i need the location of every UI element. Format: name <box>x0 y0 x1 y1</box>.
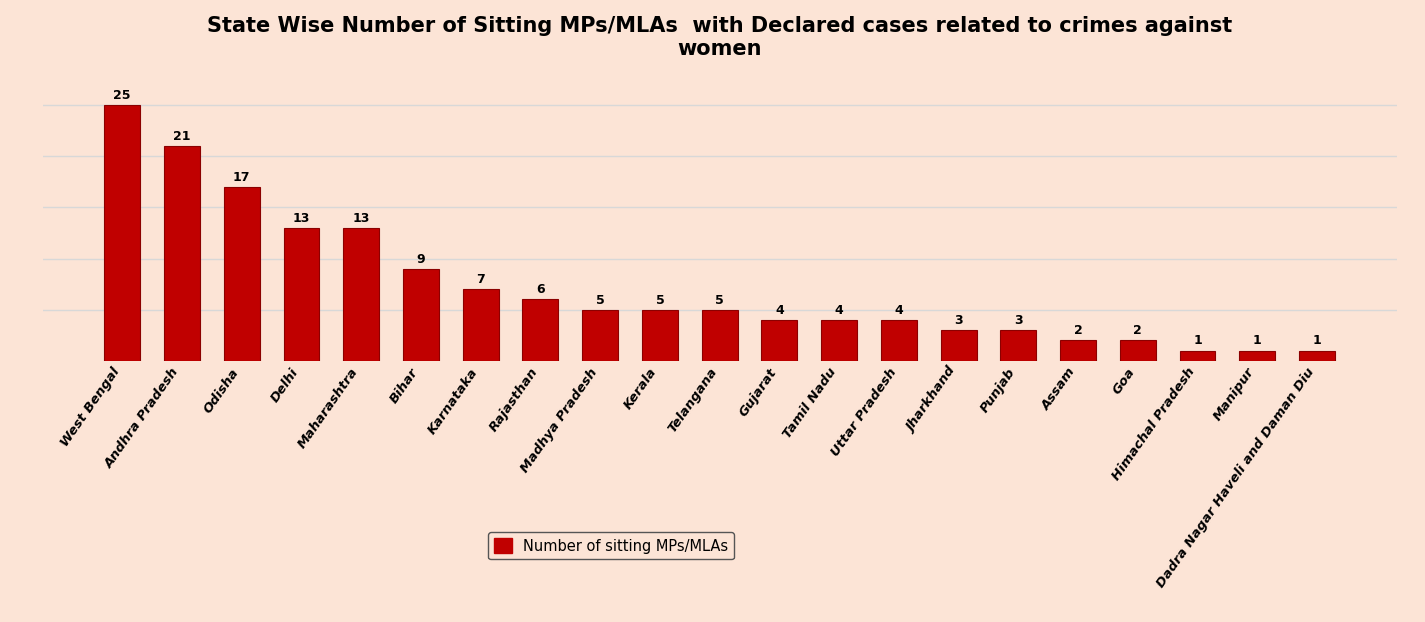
Bar <box>284 228 319 361</box>
Bar <box>523 299 559 361</box>
Bar <box>881 320 916 361</box>
Text: 5: 5 <box>596 294 604 307</box>
Text: 1: 1 <box>1312 335 1321 348</box>
Text: 4: 4 <box>775 304 784 317</box>
Bar <box>583 310 618 361</box>
Bar <box>463 289 499 361</box>
Text: 4: 4 <box>835 304 844 317</box>
Text: 9: 9 <box>416 253 425 266</box>
Bar <box>403 269 439 361</box>
Text: 2: 2 <box>1133 324 1143 337</box>
Bar <box>761 320 798 361</box>
Bar <box>1240 351 1275 361</box>
Bar <box>1000 330 1036 361</box>
Bar <box>1120 340 1156 361</box>
Text: 3: 3 <box>955 314 963 327</box>
Text: 5: 5 <box>715 294 724 307</box>
Bar <box>104 105 140 361</box>
Bar <box>1300 351 1335 361</box>
Bar <box>701 310 738 361</box>
Title: State Wise Number of Sitting MPs/MLAs  with Declared cases related to crimes aga: State Wise Number of Sitting MPs/MLAs wi… <box>207 16 1233 59</box>
Text: 13: 13 <box>292 212 311 225</box>
Text: 7: 7 <box>476 273 485 286</box>
Text: 25: 25 <box>114 89 131 102</box>
Bar <box>641 310 678 361</box>
Bar <box>940 330 976 361</box>
Bar <box>1060 340 1096 361</box>
Bar <box>164 146 200 361</box>
Text: 17: 17 <box>232 171 251 184</box>
Bar <box>1180 351 1216 361</box>
Bar <box>224 187 259 361</box>
Text: 1: 1 <box>1193 335 1201 348</box>
Text: 2: 2 <box>1073 324 1083 337</box>
Legend: Number of sitting MPs/MLAs: Number of sitting MPs/MLAs <box>489 532 734 559</box>
Text: 21: 21 <box>174 130 191 143</box>
Text: 5: 5 <box>656 294 664 307</box>
Text: 1: 1 <box>1253 335 1261 348</box>
Text: 3: 3 <box>1015 314 1023 327</box>
Text: 13: 13 <box>352 212 371 225</box>
Text: 4: 4 <box>895 304 903 317</box>
Bar <box>821 320 856 361</box>
Bar <box>343 228 379 361</box>
Text: 6: 6 <box>536 284 544 296</box>
